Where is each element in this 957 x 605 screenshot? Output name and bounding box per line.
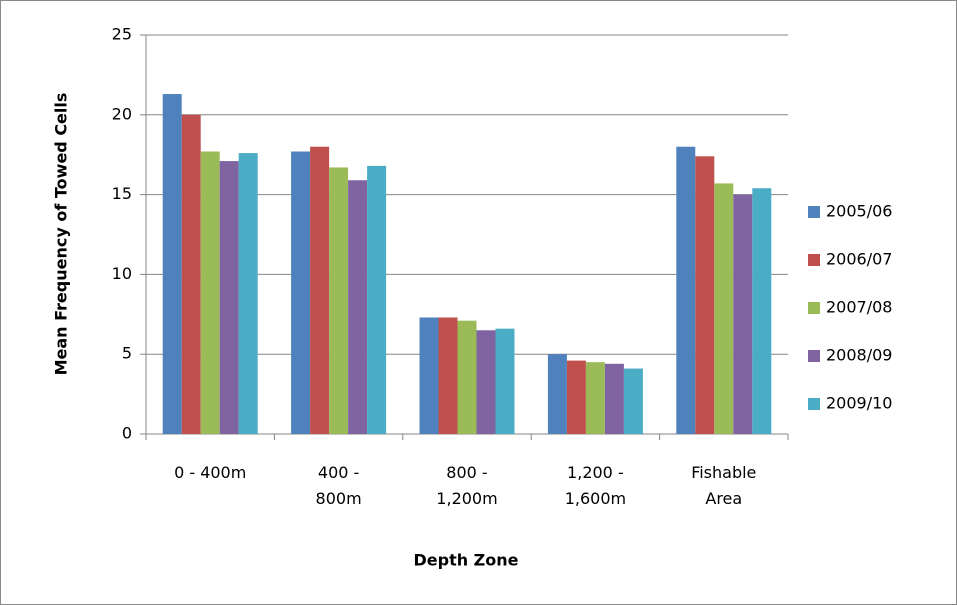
bar xyxy=(604,363,624,434)
bar xyxy=(476,330,496,434)
y-tick-label: 5 xyxy=(122,344,132,363)
legend-label: 2009/10 xyxy=(826,394,892,413)
legend-label: 2005/06 xyxy=(826,202,892,221)
y-tick-label: 20 xyxy=(112,104,132,123)
bar xyxy=(200,151,220,434)
x-axis-title: Depth Zone xyxy=(413,551,518,570)
bar xyxy=(695,156,715,434)
bar xyxy=(714,183,734,434)
bar xyxy=(181,114,201,435)
bar xyxy=(676,146,696,434)
bar xyxy=(438,317,458,434)
legend-swatch xyxy=(808,302,820,314)
legend-swatch xyxy=(808,398,820,410)
bar xyxy=(585,362,605,434)
bar xyxy=(457,320,477,434)
bar xyxy=(367,165,387,434)
y-tick-label: 15 xyxy=(112,184,132,203)
legend-swatch xyxy=(808,206,820,218)
bar xyxy=(752,188,772,434)
bar xyxy=(162,94,182,434)
bar xyxy=(566,360,586,434)
bar xyxy=(495,328,515,434)
y-axis-title: Mean Frequency of Towed Cells xyxy=(52,93,71,376)
bar xyxy=(219,161,239,435)
x-tick-label: 0 - 400m xyxy=(174,463,247,482)
legend-swatch xyxy=(808,254,820,266)
x-tick-label: 800 - 1,200m xyxy=(436,463,498,508)
bar xyxy=(547,354,567,434)
y-tick-label: 0 xyxy=(122,424,132,443)
legend-swatch xyxy=(808,350,820,362)
legend-label: 2006/07 xyxy=(826,250,892,269)
bar xyxy=(623,368,643,434)
bar xyxy=(238,153,258,434)
legend-label: 2007/08 xyxy=(826,298,892,317)
bar xyxy=(419,317,439,434)
legend-label: 2008/09 xyxy=(826,346,892,365)
x-tick-label: 1,200 - 1,600m xyxy=(564,463,627,508)
bar xyxy=(733,194,753,434)
bar xyxy=(291,151,311,434)
bar xyxy=(310,146,330,434)
y-tick-label: 10 xyxy=(112,264,132,283)
bar xyxy=(329,167,349,434)
x-tick-label: Fishable Area xyxy=(691,463,757,508)
x-tick-label: 400 - 800m xyxy=(315,463,362,508)
y-tick-label: 25 xyxy=(112,25,132,44)
bar xyxy=(348,180,368,434)
